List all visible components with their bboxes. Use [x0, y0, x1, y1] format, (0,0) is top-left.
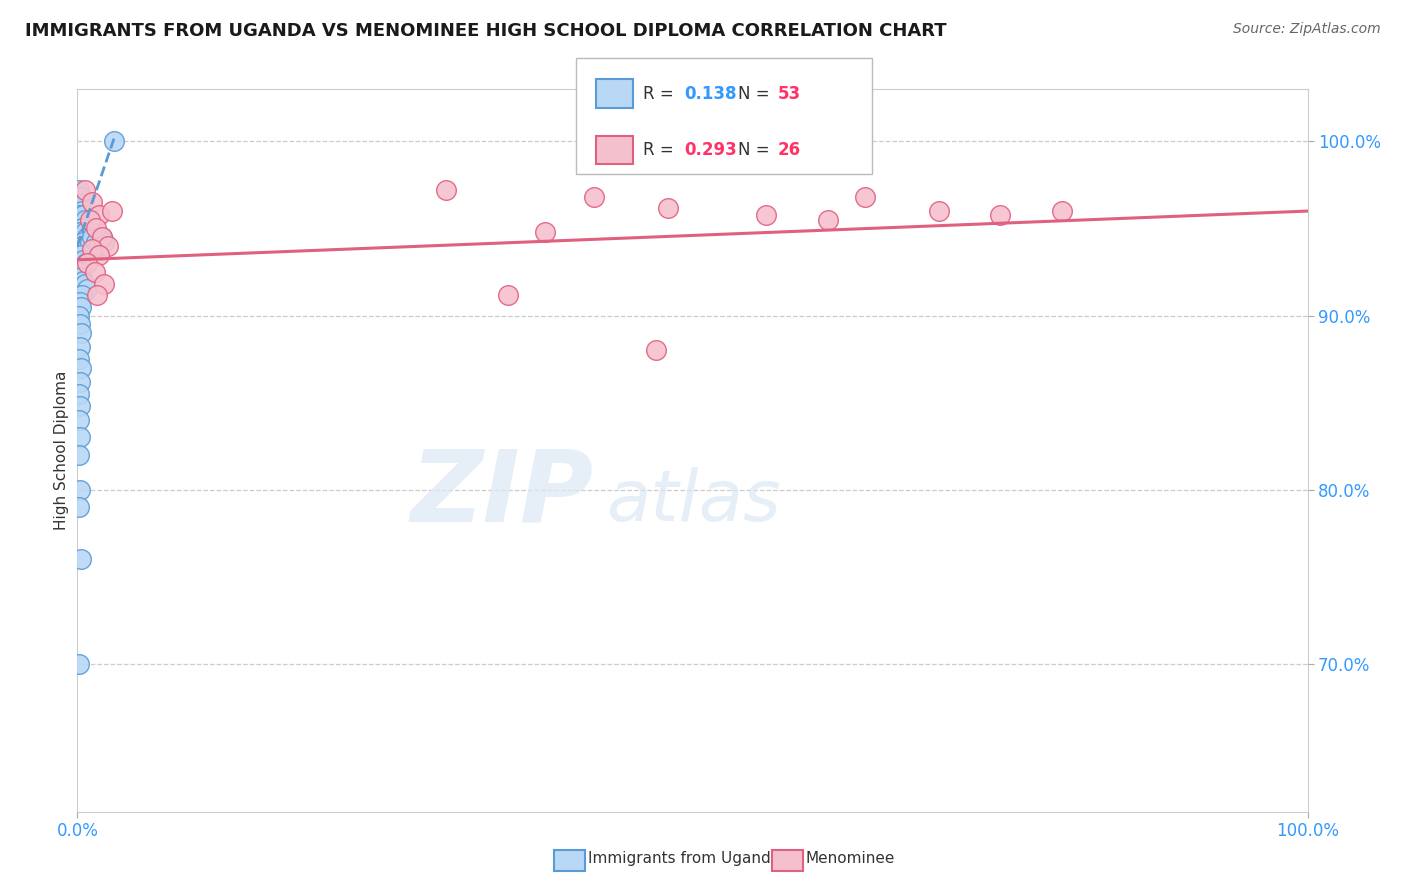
Point [89, 239, 111, 253]
Point [70, 218, 93, 232]
Point [67, 413, 90, 427]
Point [583, 190, 606, 204]
Point [853, 190, 876, 204]
Point [69, 197, 91, 211]
Text: Menominee: Menominee [806, 851, 896, 865]
Text: N =: N = [738, 141, 775, 159]
Point [90, 230, 114, 244]
Point [82, 243, 104, 257]
Point [86, 287, 108, 301]
Point [79, 235, 101, 250]
Point [69, 265, 91, 279]
Point [657, 201, 679, 215]
Point [70, 287, 93, 301]
Text: R =: R = [643, 85, 679, 103]
Point [72, 235, 94, 250]
Point [69, 317, 91, 331]
Point [817, 212, 839, 227]
Point [69, 483, 91, 497]
Point [101, 204, 124, 219]
Point [103, 135, 125, 149]
Point [82, 230, 104, 244]
Point [73, 212, 96, 227]
Text: N =: N = [738, 85, 775, 103]
Point [89, 247, 111, 261]
Text: R =: R = [643, 141, 679, 159]
Text: Source: ZipAtlas.com: Source: ZipAtlas.com [1233, 22, 1381, 37]
Point [89, 208, 111, 222]
Point [70, 260, 93, 274]
Y-axis label: High School Diploma: High School Diploma [53, 371, 69, 530]
Point [69, 294, 91, 309]
Point [76, 239, 98, 253]
Text: 26: 26 [778, 141, 800, 159]
Text: 0.293: 0.293 [685, 141, 738, 159]
Point [73, 183, 96, 197]
Point [70, 221, 93, 235]
Text: 53: 53 [778, 85, 800, 103]
Point [67, 309, 90, 323]
Text: 0.138: 0.138 [685, 85, 737, 103]
Point [84, 235, 107, 250]
Point [69, 225, 91, 239]
Point [534, 225, 557, 239]
Point [93, 235, 115, 250]
Point [76, 282, 98, 296]
Point [72, 274, 94, 288]
Point [67, 657, 90, 671]
Point [67, 387, 90, 401]
Point [67, 500, 90, 514]
Point [70, 270, 93, 285]
Text: Immigrants from Uganda: Immigrants from Uganda [588, 851, 780, 865]
Point [84, 221, 107, 235]
Point [436, 183, 458, 197]
Point [70, 300, 93, 314]
Point [73, 277, 96, 292]
Point [70, 552, 93, 566]
Point [69, 340, 91, 354]
Point [67, 352, 90, 367]
Point [70, 360, 93, 375]
Point [70, 239, 93, 253]
Point [82, 195, 104, 210]
Point [67, 448, 90, 462]
Point [75, 256, 97, 270]
Text: ZIP: ZIP [411, 445, 595, 542]
Point [72, 208, 94, 222]
Point [496, 287, 519, 301]
Text: atlas: atlas [606, 467, 780, 535]
Point [73, 243, 96, 257]
Point [72, 252, 94, 267]
Point [83, 265, 105, 279]
Point [70, 326, 93, 340]
Point [70, 247, 93, 261]
Point [67, 183, 90, 197]
Point [76, 256, 98, 270]
Point [70, 190, 93, 204]
Point [69, 399, 91, 413]
Point [644, 343, 666, 358]
Point [988, 208, 1011, 222]
Point [90, 230, 114, 244]
Point [69, 430, 91, 444]
Point [755, 208, 778, 222]
Point [93, 277, 115, 292]
Point [69, 212, 91, 227]
Point [69, 375, 91, 389]
Point [70, 204, 93, 219]
Text: IMMIGRANTS FROM UGANDA VS MENOMINEE HIGH SCHOOL DIPLOMA CORRELATION CHART: IMMIGRANTS FROM UGANDA VS MENOMINEE HIGH… [25, 22, 946, 40]
Point [79, 212, 101, 227]
Point [928, 204, 950, 219]
Point [67, 208, 90, 222]
Point [70, 230, 93, 244]
Point [97, 239, 120, 253]
Point [76, 230, 98, 244]
Point [1050, 204, 1073, 219]
Point [73, 225, 96, 239]
